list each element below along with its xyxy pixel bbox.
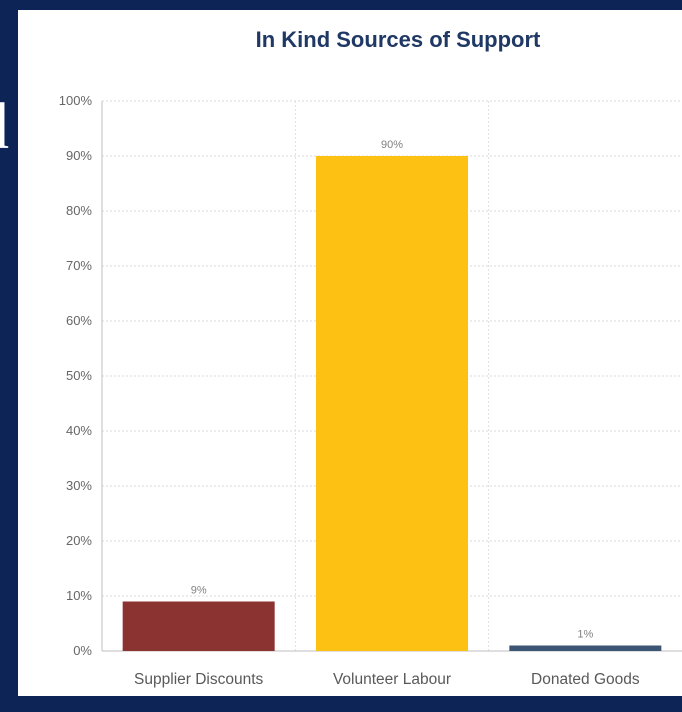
data-label: 90%: [381, 139, 403, 151]
y-tick-label: 90%: [66, 148, 92, 163]
bar-chart: 0% 10% 20% 30% 40% 50% 60% 70% 80% 90% 100% 9% Suppl…: [59, 93, 682, 688]
data-label: 1%: [577, 629, 593, 641]
y-tick-label: 80%: [66, 203, 92, 218]
bar: [316, 156, 468, 651]
y-tick-label: 60%: [66, 313, 92, 328]
bar: [122, 601, 275, 651]
bar: [509, 645, 662, 651]
y-tick-label: 70%: [66, 258, 92, 273]
slide-text-fragment: d: [0, 94, 9, 160]
y-tick-label: 40%: [66, 423, 92, 438]
data-label: 9%: [191, 585, 207, 597]
chart-panel: In Kind Sources of Support 0% 10% 20% 30% 40…: [18, 10, 682, 696]
y-tick-label: 30%: [66, 478, 92, 493]
y-tick-label: 0%: [73, 643, 92, 658]
y-tick-label: 10%: [66, 588, 92, 603]
y-tick-label: 50%: [66, 368, 92, 383]
x-tick-label: Donated Goods: [531, 671, 640, 688]
x-tick-label: Supplier Discounts: [134, 671, 263, 688]
y-tick-label: 20%: [66, 533, 92, 548]
y-tick-label: 100%: [59, 93, 93, 108]
x-tick-label: Volunteer Labour: [333, 671, 451, 688]
chart-title: In Kind Sources of Support: [255, 27, 541, 52]
